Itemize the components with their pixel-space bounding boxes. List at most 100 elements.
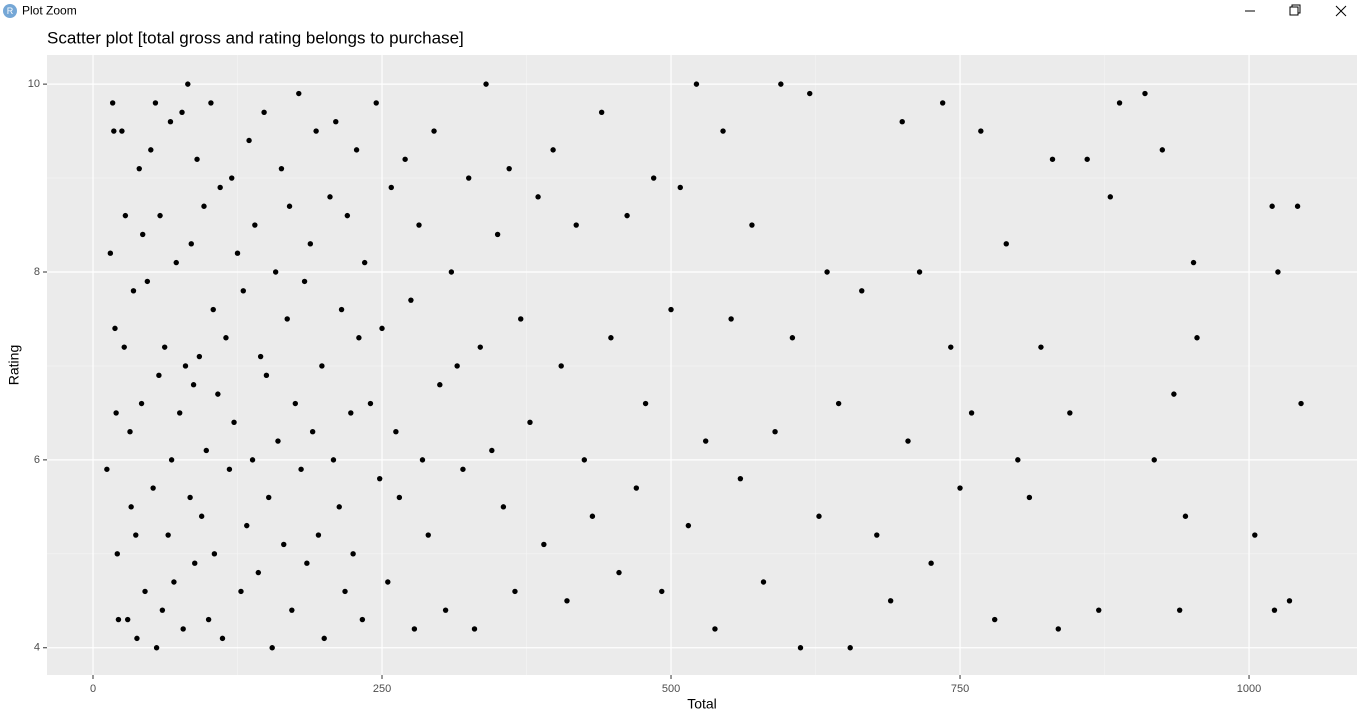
point [1026,494,1033,501]
point [289,607,295,613]
point [650,175,657,181]
point [1269,203,1275,209]
point [246,137,252,144]
point [685,522,692,529]
y-tick-label: 6 [34,454,40,466]
point [1142,90,1148,97]
point [127,428,133,435]
point [1294,203,1301,209]
point [558,363,564,369]
point [284,316,290,322]
point [419,457,426,463]
point [298,466,304,472]
point [180,626,186,632]
point [315,532,322,538]
point [208,100,214,106]
point [411,626,418,632]
point [301,278,308,285]
point [859,288,865,294]
point [393,428,399,435]
point [119,128,125,134]
point [772,428,778,435]
point [309,428,316,435]
point [448,269,455,275]
point [113,410,119,416]
point [477,344,483,350]
y-tick-label: 8 [34,266,40,278]
point [797,645,804,651]
point [728,316,734,322]
point [296,90,302,97]
point [581,457,588,463]
point [344,212,351,219]
point [124,616,131,623]
point [402,156,408,162]
point [330,457,337,463]
point [874,532,880,538]
point [257,353,264,360]
point [215,391,221,397]
point [219,635,226,642]
point [205,616,212,623]
point [121,344,127,350]
point [377,475,383,482]
point [454,363,460,369]
point [589,513,596,519]
point [356,335,362,341]
point [408,297,414,303]
point [1055,626,1061,632]
point [201,203,207,209]
point [136,165,142,172]
point [269,645,275,651]
point [168,457,175,463]
point [992,616,998,623]
point [1096,607,1102,613]
point [144,278,151,285]
point [138,400,145,407]
point [238,588,244,595]
point [668,306,674,313]
point [266,494,272,501]
restore-button[interactable] [1289,4,1301,16]
point [527,419,533,426]
point [466,175,472,181]
point [196,353,203,360]
point [535,194,541,200]
point [281,541,287,548]
point [173,259,179,266]
point [165,532,171,538]
point [1176,607,1183,613]
point [437,382,443,388]
point [226,466,233,472]
point [550,147,556,153]
point [304,560,310,566]
point [1275,269,1281,275]
point [217,184,223,191]
point [778,81,784,87]
point [608,335,614,341]
title-bar [0,0,1363,22]
point [1171,391,1177,397]
point [313,128,319,134]
point [130,288,137,294]
point [1298,400,1304,407]
point [512,588,518,595]
point [203,447,209,454]
point [122,212,129,219]
point [483,81,489,87]
point [167,118,174,125]
point [460,466,466,472]
point [148,147,154,153]
point [968,410,975,416]
point [693,81,700,87]
point [190,382,197,388]
point [1038,344,1044,350]
point [737,475,744,482]
point [192,560,198,566]
app-icon [3,4,17,18]
point [835,400,842,407]
close-button[interactable] [1335,5,1347,17]
point [887,598,894,604]
point [249,457,256,463]
